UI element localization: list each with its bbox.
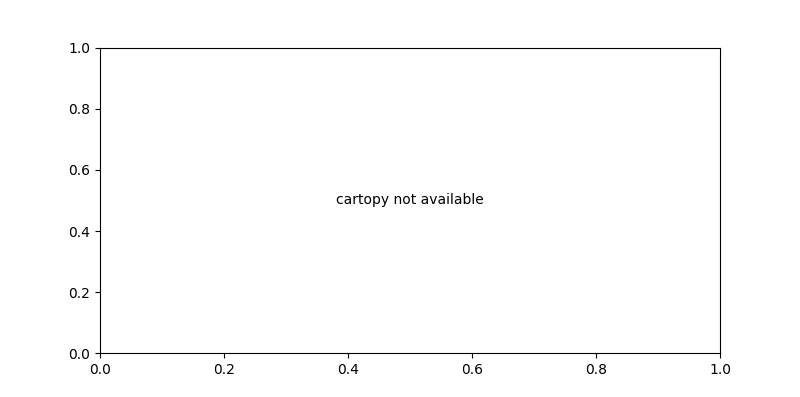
Text: cartopy not available: cartopy not available bbox=[336, 193, 484, 208]
